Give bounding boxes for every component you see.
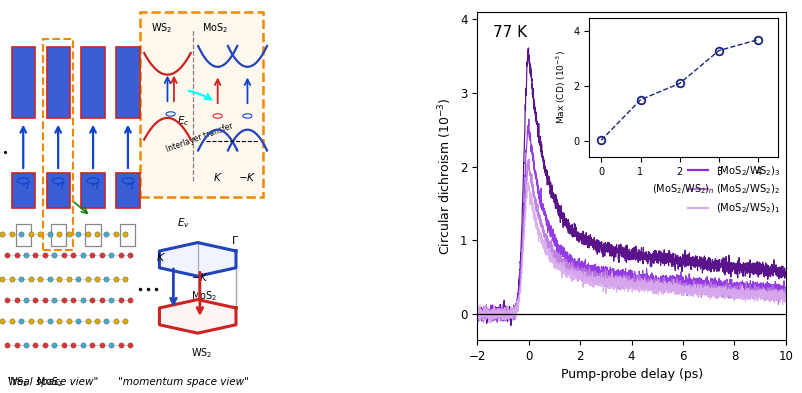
Bar (116, 173, 140, 208)
Bar (116, 47, 140, 118)
Text: $-K$: $-K$ (191, 271, 209, 283)
Bar (16, 224, 30, 246)
Text: MoS$_2$: MoS$_2$ (202, 22, 229, 35)
Bar (116, 47, 140, 118)
Bar (82, 173, 104, 208)
Bar (43, 39, 74, 250)
Text: "real space view": "real space view" (8, 377, 99, 387)
Bar (82, 47, 104, 118)
Bar (47, 47, 70, 118)
Text: $K$: $K$ (213, 171, 222, 183)
Legend: (MoS$_2$/WS$_2$)$_4$, (MoS$_2$/WS$_2$)$_3$, (MoS$_2$/WS$_2$)$_2$, (MoS$_2$/WS$_2: (MoS$_2$/WS$_2$)$_4$, (MoS$_2$/WS$_2$)$_… (684, 141, 784, 219)
Bar (116, 173, 140, 208)
Bar (51, 224, 66, 246)
Text: MoS$_2$: MoS$_2$ (191, 289, 217, 303)
Text: "momentum space view": "momentum space view" (119, 377, 249, 387)
Y-axis label: Max (CD) ($10^{-3}$): Max (CD) ($10^{-3}$) (554, 50, 568, 125)
Bar (82, 47, 104, 118)
Bar (11, 47, 35, 118)
X-axis label: Pump-probe delay (ps): Pump-probe delay (ps) (561, 368, 703, 381)
Text: $K$: $K$ (156, 252, 166, 263)
X-axis label: (MoS$_2$/WS$_2$)$_n$: (MoS$_2$/WS$_2$)$_n$ (652, 182, 715, 196)
Text: 77 K: 77 K (492, 25, 527, 40)
Bar (11, 173, 35, 208)
Text: WS$_2$: WS$_2$ (191, 346, 213, 360)
Bar (47, 173, 70, 208)
Bar (140, 12, 263, 196)
Y-axis label: Circular dichroism ($10^{-3}$): Circular dichroism ($10^{-3}$) (437, 97, 455, 255)
Bar (120, 224, 136, 246)
Text: $-K$: $-K$ (238, 171, 257, 183)
Bar (82, 173, 104, 208)
Bar (86, 224, 100, 246)
Text: Interlayer transfer: Interlayer transfer (165, 121, 234, 154)
Bar (11, 173, 35, 208)
Bar (11, 47, 35, 118)
Text: WS$_2$: WS$_2$ (151, 22, 172, 35)
Bar (47, 47, 70, 118)
Bar (47, 173, 70, 208)
Text: $\Gamma$: $\Gamma$ (231, 234, 239, 246)
Text: $E_v$: $E_v$ (176, 216, 190, 230)
Text: $E_c$: $E_c$ (176, 114, 189, 128)
Polygon shape (160, 242, 236, 276)
Text: WS$_2$   MoS$_2$: WS$_2$ MoS$_2$ (7, 375, 63, 389)
Polygon shape (160, 299, 236, 333)
